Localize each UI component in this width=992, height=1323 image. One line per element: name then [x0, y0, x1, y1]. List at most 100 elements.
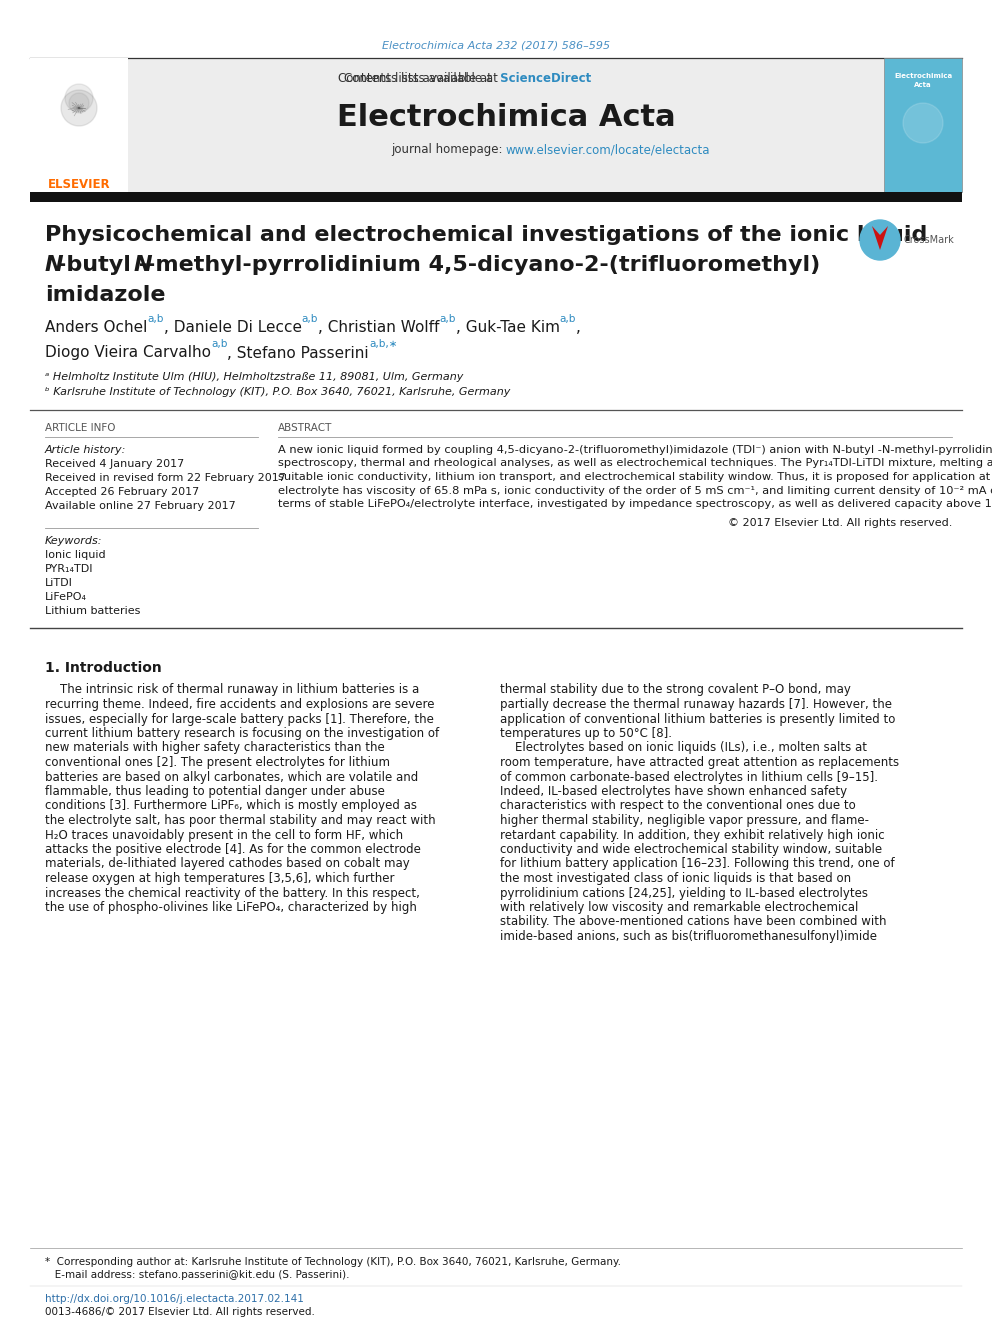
Bar — [30, 192, 962, 202]
Circle shape — [65, 83, 93, 112]
Text: journal homepage:: journal homepage: — [391, 143, 506, 156]
Text: ABSTRACT: ABSTRACT — [278, 423, 332, 433]
Text: thermal stability due to the strong covalent P–O bond, may: thermal stability due to the strong cova… — [500, 684, 851, 696]
Text: CrossMark: CrossMark — [904, 235, 954, 245]
Text: higher thermal stability, negligible vapor pressure, and flame-: higher thermal stability, negligible vap… — [500, 814, 869, 827]
Text: Electrochimica Acta: Electrochimica Acta — [336, 103, 676, 132]
Text: the electrolyte salt, has poor thermal stability and may react with: the electrolyte salt, has poor thermal s… — [45, 814, 435, 827]
Text: ᵃ Helmholtz Institute Ulm (HIU), Helmholtzstraße 11, 89081, Ulm, Germany: ᵃ Helmholtz Institute Ulm (HIU), Helmhol… — [45, 372, 463, 382]
Text: LiTDI: LiTDI — [45, 578, 72, 587]
Text: Keywords:: Keywords: — [45, 536, 102, 546]
Text: ARTICLE INFO: ARTICLE INFO — [45, 423, 115, 433]
Text: PYR₁₄TDI: PYR₁₄TDI — [45, 564, 93, 574]
Text: Accepted 26 February 2017: Accepted 26 February 2017 — [45, 487, 199, 497]
Text: http://dx.doi.org/10.1016/j.electacta.2017.02.141: http://dx.doi.org/10.1016/j.electacta.20… — [45, 1294, 304, 1304]
Text: A new ionic liquid formed by coupling 4,5-dicyano-2-(trifluoromethyl)imidazole (: A new ionic liquid formed by coupling 4,… — [278, 445, 992, 455]
Text: ᵇ Karlsruhe Institute of Technology (KIT), P.O. Box 3640, 76021, Karlsruhe, Germ: ᵇ Karlsruhe Institute of Technology (KIT… — [45, 388, 510, 397]
Text: temperatures up to 50°C [8].: temperatures up to 50°C [8]. — [500, 728, 672, 740]
Text: partially decrease the thermal runaway hazards [7]. However, the: partially decrease the thermal runaway h… — [500, 699, 892, 710]
Text: electrolyte has viscosity of 65.8 mPa s, ionic conductivity of the order of 5 mS: electrolyte has viscosity of 65.8 mPa s,… — [278, 486, 992, 496]
Text: retardant capability. In addition, they exhibit relatively high ionic: retardant capability. In addition, they … — [500, 828, 885, 841]
Text: conditions [3]. Furthermore LiPF₆, which is mostly employed as: conditions [3]. Furthermore LiPF₆, which… — [45, 799, 417, 812]
Text: of common carbonate-based electrolytes in lithium cells [9–15].: of common carbonate-based electrolytes i… — [500, 770, 878, 783]
Text: Contents lists available at: Contents lists available at — [344, 71, 502, 85]
Text: www.elsevier.com/locate/electacta: www.elsevier.com/locate/electacta — [506, 143, 710, 156]
Text: spectroscopy, thermal and rheological analyses, as well as electrochemical techn: spectroscopy, thermal and rheological an… — [278, 459, 992, 468]
Text: Acta: Acta — [915, 82, 931, 89]
Text: Electrolytes based on ionic liquids (ILs), i.e., molten salts at: Electrolytes based on ionic liquids (ILs… — [500, 741, 867, 754]
Bar — [30, 58, 128, 192]
Bar — [30, 58, 962, 192]
Text: a,b,∗: a,b,∗ — [369, 339, 398, 349]
Text: , Stefano Passerini: , Stefano Passerini — [227, 345, 369, 360]
Text: -butyl -: -butyl - — [57, 255, 148, 275]
Text: ELSEVIER: ELSEVIER — [48, 177, 110, 191]
Text: current lithium battery research is focusing on the investigation of: current lithium battery research is focu… — [45, 728, 439, 740]
Text: Diogo Vieira Carvalho: Diogo Vieira Carvalho — [45, 345, 211, 360]
Text: © 2017 Elsevier Ltd. All rights reserved.: © 2017 Elsevier Ltd. All rights reserved… — [727, 519, 952, 528]
Text: suitable ionic conductivity, lithium ion transport, and electrochemical stabilit: suitable ionic conductivity, lithium ion… — [278, 472, 992, 482]
Text: 0013-4686/© 2017 Elsevier Ltd. All rights reserved.: 0013-4686/© 2017 Elsevier Ltd. All right… — [45, 1307, 314, 1316]
Text: Received in revised form 22 February 2017: Received in revised form 22 February 201… — [45, 474, 286, 483]
Text: imide-based anions, such as bis(trifluoromethanesulfonyl)imide: imide-based anions, such as bis(trifluor… — [500, 930, 877, 943]
Text: -methyl-pyrrolidinium 4,5-dicyano-2-(trifluoromethyl): -methyl-pyrrolidinium 4,5-dicyano-2-(tri… — [146, 255, 820, 275]
Text: ,: , — [576, 320, 581, 336]
Text: Physicochemical and electrochemical investigations of the ionic liquid: Physicochemical and electrochemical inve… — [45, 225, 928, 245]
Text: stability. The above-mentioned cations have been combined with: stability. The above-mentioned cations h… — [500, 916, 887, 929]
Text: Electrochimica Acta 232 (2017) 586–595: Electrochimica Acta 232 (2017) 586–595 — [382, 41, 610, 52]
Polygon shape — [872, 226, 888, 250]
Text: for lithium battery application [16–23]. Following this trend, one of: for lithium battery application [16–23].… — [500, 857, 895, 871]
Text: with relatively low viscosity and remarkable electrochemical: with relatively low viscosity and remark… — [500, 901, 858, 914]
Text: application of conventional lithium batteries is presently limited to: application of conventional lithium batt… — [500, 713, 896, 725]
Text: the use of phospho-olivines like LiFePO₄, characterized by high: the use of phospho-olivines like LiFePO₄… — [45, 901, 417, 914]
Text: a,b: a,b — [559, 314, 576, 324]
Circle shape — [903, 103, 943, 143]
Bar — [884, 58, 962, 192]
Text: Lithium batteries: Lithium batteries — [45, 606, 141, 617]
Text: characteristics with respect to the conventional ones due to: characteristics with respect to the conv… — [500, 799, 856, 812]
Text: N: N — [45, 255, 63, 275]
Text: Contents lists available at: Contents lists available at — [338, 71, 496, 85]
Text: terms of stable LiFePO₄/electrolyte interface, investigated by impedance spectro: terms of stable LiFePO₄/electrolyte inte… — [278, 499, 992, 509]
Text: 1. Introduction: 1. Introduction — [45, 662, 162, 675]
Text: increases the chemical reactivity of the battery. In this respect,: increases the chemical reactivity of the… — [45, 886, 420, 900]
Text: recurring theme. Indeed, fire accidents and explosions are severe: recurring theme. Indeed, fire accidents … — [45, 699, 434, 710]
Text: conventional ones [2]. The present electrolytes for lithium: conventional ones [2]. The present elect… — [45, 755, 390, 769]
Text: flammable, thus leading to potential danger under abuse: flammable, thus leading to potential dan… — [45, 785, 385, 798]
Text: conductivity and wide electrochemical stability window, suitable: conductivity and wide electrochemical st… — [500, 843, 882, 856]
Text: Article history:: Article history: — [45, 445, 126, 455]
Text: Received 4 January 2017: Received 4 January 2017 — [45, 459, 185, 468]
Text: materials, de-lithiated layered cathodes based on cobalt may: materials, de-lithiated layered cathodes… — [45, 857, 410, 871]
Text: Ionic liquid: Ionic liquid — [45, 550, 105, 560]
Text: a,b: a,b — [439, 314, 456, 324]
Circle shape — [61, 90, 97, 126]
Text: E-mail address: stefano.passerini@kit.edu (S. Passerini).: E-mail address: stefano.passerini@kit.ed… — [45, 1270, 349, 1279]
Text: , Christian Wolff: , Christian Wolff — [318, 320, 439, 336]
Circle shape — [860, 220, 900, 261]
Text: LiFePO₄: LiFePO₄ — [45, 591, 87, 602]
Text: a,b: a,b — [302, 314, 318, 324]
Text: ScienceDirect: ScienceDirect — [496, 71, 591, 85]
Text: room temperature, have attracted great attention as replacements: room temperature, have attracted great a… — [500, 755, 899, 769]
Text: The intrinsic risk of thermal runaway in lithium batteries is a: The intrinsic risk of thermal runaway in… — [45, 684, 420, 696]
Text: the most investigated class of ionic liquids is that based on: the most investigated class of ionic liq… — [500, 872, 851, 885]
Text: pyrrolidinium cations [24,25], yielding to IL-based electrolytes: pyrrolidinium cations [24,25], yielding … — [500, 886, 868, 900]
Text: , Daniele Di Lecce: , Daniele Di Lecce — [164, 320, 302, 336]
Text: issues, especially for large-scale battery packs [1]. Therefore, the: issues, especially for large-scale batte… — [45, 713, 434, 725]
Text: a,b: a,b — [148, 314, 164, 324]
Text: H₂O traces unavoidably present in the cell to form HF, which: H₂O traces unavoidably present in the ce… — [45, 828, 403, 841]
Circle shape — [69, 93, 89, 112]
Text: attacks the positive electrode [4]. As for the common electrode: attacks the positive electrode [4]. As f… — [45, 843, 421, 856]
Text: a,b: a,b — [211, 339, 227, 349]
Text: N: N — [134, 255, 153, 275]
Text: new materials with higher safety characteristics than the: new materials with higher safety charact… — [45, 741, 385, 754]
Text: *  Corresponding author at: Karlsruhe Institute of Technology (KIT), P.O. Box 36: * Corresponding author at: Karlsruhe Ins… — [45, 1257, 621, 1267]
Text: Available online 27 February 2017: Available online 27 February 2017 — [45, 501, 236, 511]
Text: Anders Ochel: Anders Ochel — [45, 320, 148, 336]
Text: imidazole: imidazole — [45, 284, 166, 306]
Text: Electrochimica: Electrochimica — [894, 73, 952, 79]
Text: Indeed, IL-based electrolytes have shown enhanced safety: Indeed, IL-based electrolytes have shown… — [500, 785, 847, 798]
Text: batteries are based on alkyl carbonates, which are volatile and: batteries are based on alkyl carbonates,… — [45, 770, 419, 783]
Text: release oxygen at high temperatures [3,5,6], which further: release oxygen at high temperatures [3,5… — [45, 872, 395, 885]
Text: , Guk-Tae Kim: , Guk-Tae Kim — [456, 320, 559, 336]
